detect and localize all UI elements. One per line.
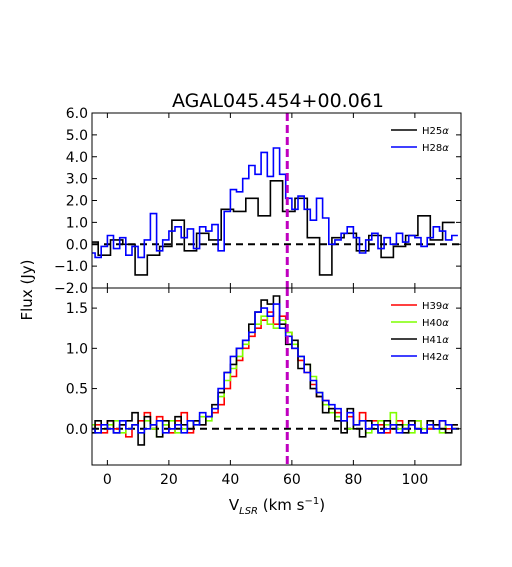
y-tick-label: 2.0 [66, 194, 88, 210]
series-line-h28 [92, 147, 458, 259]
legend-label-name: H28 [422, 143, 442, 154]
x-axis-label: VLSR (km s−1) [229, 496, 325, 517]
x-tick-label: 40 [221, 472, 239, 488]
bottom-panel: 0.00.51.01.5 0 20 40 60 80 100 H39αH40αH41αH4… [66, 287, 462, 488]
legend-label-name: H39 [422, 301, 442, 312]
legend-label-name: H42 [422, 352, 442, 363]
legend-label-greek: α [442, 352, 449, 363]
x-axis-label-close: ) [319, 496, 325, 514]
legend-label-name: H25 [422, 126, 442, 137]
y-tick-label: 3.0 [66, 172, 88, 188]
legend-label: H39α [422, 301, 449, 312]
x-axis-label-sub: LSR [239, 506, 258, 517]
chart-title: AGAL045.454+00.061 [172, 90, 384, 112]
y-tick-label: 1.5 [66, 301, 88, 317]
y-tick-label: 0.5 [66, 382, 88, 398]
y-tick-label: 1.0 [66, 215, 88, 231]
legend-label-greek: α [442, 143, 449, 154]
legend-label-greek: α [442, 301, 449, 312]
x-tick-label: 100 [402, 472, 429, 488]
y-tick-label: 1.0 [66, 341, 88, 357]
y-tick-label: 0.0 [66, 237, 88, 253]
series-line-h25 [92, 180, 455, 276]
y-tick-label: 6.0 [66, 106, 88, 122]
x-tick-label: 80 [344, 472, 362, 488]
legend-label-greek: α [442, 318, 449, 329]
legend-label-name: H41 [422, 335, 442, 346]
bottom-panel-frame [91, 287, 462, 466]
legend-label: H25α [422, 126, 449, 137]
x-axis-label-main: V [229, 496, 240, 514]
x-tick-label: 0 [103, 472, 112, 488]
x-tick-label: 60 [283, 472, 301, 488]
y-tick-label: 5.0 [66, 128, 88, 144]
y-axis-label: Flux (Jy) [18, 260, 36, 321]
series-line-h42 [92, 303, 458, 434]
legend-label: H40α [422, 318, 449, 329]
x-axis-label-rest: (km s [258, 496, 305, 514]
x-tick-label: 20 [160, 472, 178, 488]
x-axis-label-exp: −1 [305, 496, 320, 507]
y-tick-label: 4.0 [66, 150, 88, 166]
legend-label: H42α [422, 352, 449, 363]
legend-label-greek: α [442, 126, 449, 137]
legend-label: H41α [422, 335, 449, 346]
legend-label-greek: α [442, 335, 449, 346]
y-tick-label: −1.0 [54, 259, 88, 275]
y-tick-label: −2.0 [54, 281, 88, 297]
legend-label: H28α [422, 143, 449, 154]
legend-label-name: H40 [422, 318, 442, 329]
y-tick-label: 0.0 [66, 422, 88, 438]
